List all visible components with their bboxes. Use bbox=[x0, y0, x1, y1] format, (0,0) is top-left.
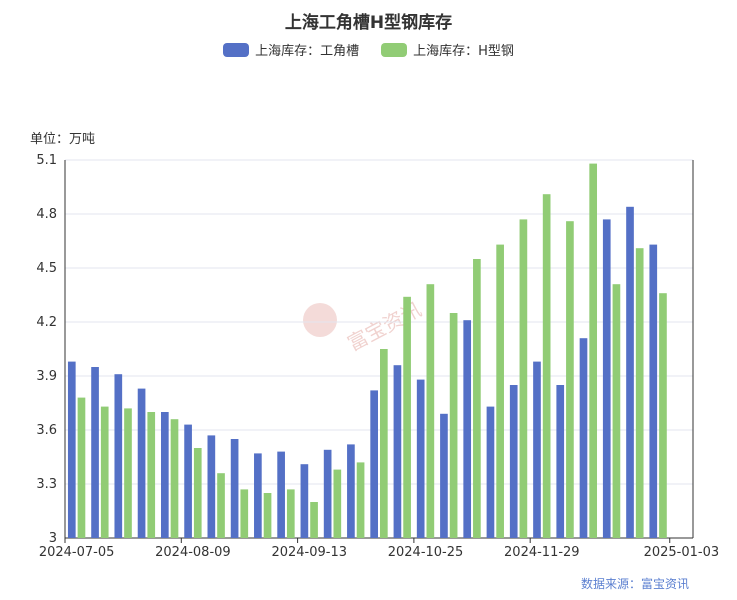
bar-series-2 bbox=[635, 248, 644, 538]
bar-series-2 bbox=[193, 448, 202, 538]
bar-series-1 bbox=[649, 244, 658, 538]
legend-swatch-series-2 bbox=[381, 42, 408, 57]
bar-series-1 bbox=[347, 444, 355, 538]
y-tick-label: 3.6 bbox=[36, 423, 57, 438]
bar-series-2 bbox=[286, 489, 295, 538]
y-tick-label: 5.1 bbox=[36, 153, 57, 168]
y-tick-label: 3.9 bbox=[36, 369, 57, 384]
bar-series-2 bbox=[77, 397, 86, 538]
bar-series-1 bbox=[416, 379, 425, 538]
x-tick-label: 2024-10-25 bbox=[388, 545, 464, 560]
legend-label-series-1: 上海库存：工角槽 bbox=[255, 44, 360, 59]
bar-series-2 bbox=[426, 284, 435, 538]
bar-series-1 bbox=[323, 449, 332, 538]
x-tick-label: 2024-11-29 bbox=[504, 545, 580, 560]
legend: 上海库存：工角槽 上海库存：H型钢 bbox=[0, 40, 737, 59]
bar-series-2 bbox=[100, 406, 109, 538]
y-tick-label: 3 bbox=[49, 531, 57, 546]
bar-series-2 bbox=[473, 259, 481, 538]
bar-series-1 bbox=[463, 320, 472, 538]
bar-series-1 bbox=[370, 390, 378, 538]
watermark-logo bbox=[303, 303, 337, 337]
bar-series-1 bbox=[160, 412, 169, 538]
bar-series-2 bbox=[519, 219, 528, 538]
bar-series-2 bbox=[380, 349, 388, 538]
bar-series-2 bbox=[310, 502, 318, 538]
legend-item-series-1[interactable]: 上海库存：工角槽 bbox=[223, 40, 359, 59]
bar-series-1 bbox=[440, 413, 448, 538]
x-tick-label: 2024-07-05 bbox=[39, 545, 115, 560]
bar-series-1 bbox=[254, 453, 262, 538]
bar-series-1 bbox=[230, 439, 239, 538]
bar-series-1 bbox=[509, 385, 518, 538]
legend-label-series-2: 上海库存：H型钢 bbox=[413, 44, 514, 59]
bar-series-2 bbox=[566, 221, 574, 538]
bar-series-1 bbox=[137, 388, 146, 538]
x-tick-label: 2025-01-03 bbox=[644, 545, 720, 560]
y-tick-label: 4.2 bbox=[36, 315, 57, 330]
bar-series-1 bbox=[207, 435, 216, 538]
bar-series-1 bbox=[114, 374, 123, 538]
bar-series-2 bbox=[449, 313, 458, 538]
bar-series-2 bbox=[147, 412, 156, 538]
bar-series-1 bbox=[579, 338, 588, 538]
bar-series-2 bbox=[589, 163, 598, 538]
source-label: 数据来源：富宝资讯 bbox=[580, 577, 689, 591]
bar-series-1 bbox=[393, 365, 402, 538]
bar-series-2 bbox=[496, 244, 504, 538]
bar-series-1 bbox=[533, 361, 541, 538]
bar-series-1 bbox=[626, 206, 634, 539]
bar-series-1 bbox=[91, 367, 99, 538]
legend-swatch-series-1 bbox=[223, 42, 250, 57]
bar-series-1 bbox=[486, 406, 495, 538]
bar-series-2 bbox=[217, 473, 225, 538]
chart-title: 上海工角槽H型钢库存 bbox=[284, 13, 453, 33]
bar-series-2 bbox=[263, 493, 272, 538]
x-tick-label: 2024-08-09 bbox=[155, 545, 231, 560]
bar-series-2 bbox=[124, 408, 132, 538]
y-tick-label: 4.5 bbox=[36, 261, 57, 276]
bar-series-2 bbox=[333, 469, 342, 538]
bar-series-2 bbox=[659, 293, 667, 538]
bar-series-2 bbox=[542, 194, 551, 538]
bar-series-1 bbox=[67, 361, 76, 538]
bar-series-1 bbox=[184, 424, 192, 538]
bar-series-1 bbox=[277, 451, 285, 538]
bar-series-1 bbox=[556, 385, 565, 538]
legend-item-series-2[interactable]: 上海库存：H型钢 bbox=[381, 40, 514, 59]
y-axis-unit-label: 单位：万吨 bbox=[30, 132, 96, 147]
y-tick-label: 3.3 bbox=[36, 477, 57, 492]
bar-series-1 bbox=[602, 219, 611, 538]
bar-series-2 bbox=[612, 284, 621, 538]
watermark-logo-icon bbox=[303, 303, 337, 337]
bar-series-2 bbox=[356, 462, 365, 538]
bar-series-1 bbox=[300, 464, 309, 538]
bar-series-2 bbox=[240, 489, 249, 538]
bar-series-2 bbox=[170, 419, 179, 538]
y-tick-label: 4.8 bbox=[36, 207, 57, 222]
x-tick-label: 2024-09-13 bbox=[271, 545, 347, 560]
bar-series-2 bbox=[403, 296, 411, 538]
watermark-text: 富宝资讯 bbox=[343, 297, 425, 356]
